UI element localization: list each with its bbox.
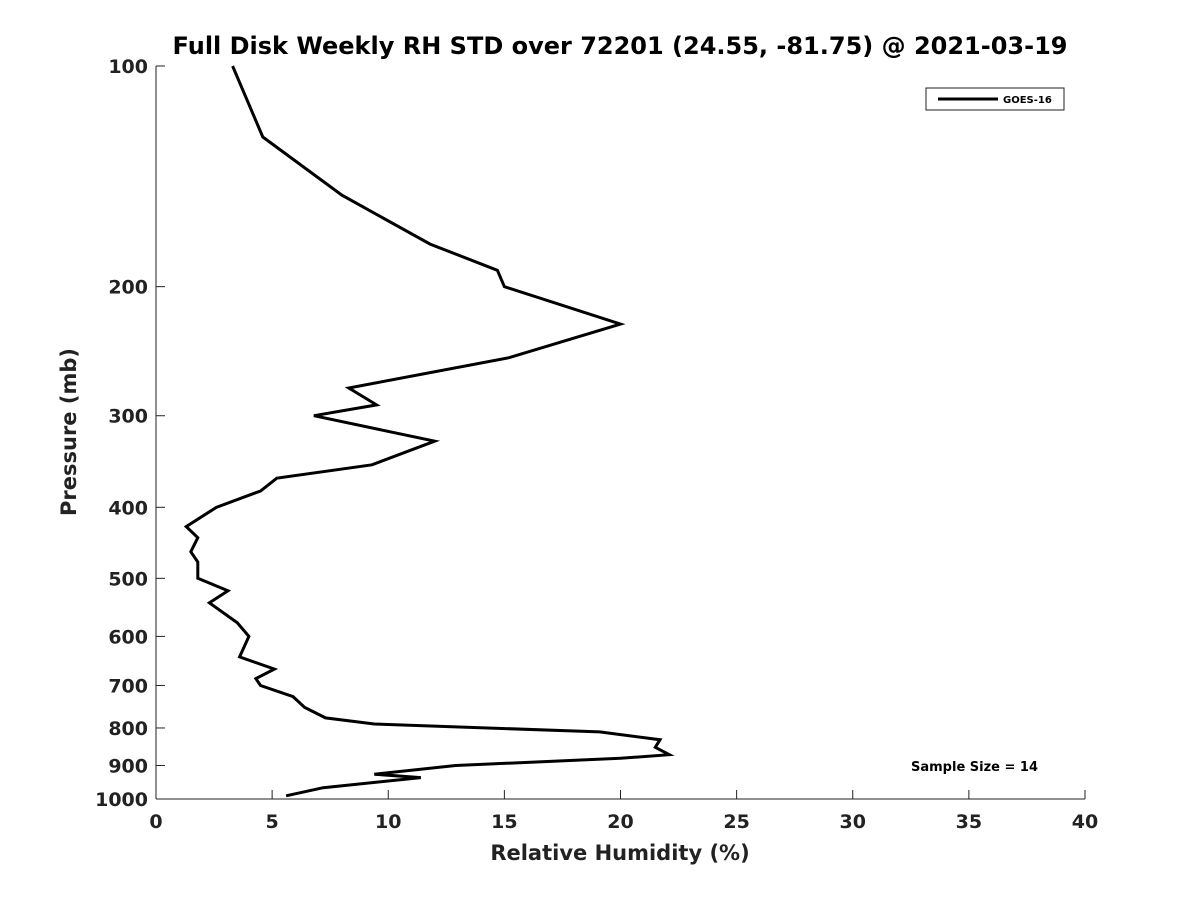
chart-title: Full Disk Weekly RH STD over 72201 (24.5… [173,32,1068,60]
y-ticks: 100 200 300 400 500 600 700 800 900 1000 [95,56,165,811]
y-tick-label: 900 [108,755,148,777]
y-tick-label: 800 [108,718,148,740]
y-tick-label: 300 [108,406,148,428]
series-group [183,65,675,798]
y-tick-label: 500 [108,568,148,590]
x-tick-label: 30 [840,811,866,833]
series-line-goes-16 [183,65,675,798]
x-tick-label: 35 [956,811,982,833]
y-tick-label: 200 [108,277,148,299]
y-tick-label: 400 [108,497,148,519]
x-tick-label: 0 [149,811,162,833]
y-tick-label: 700 [108,675,148,697]
legend: GOES-16 [925,87,1065,111]
x-axis-label: Relative Humidity (%) [490,841,749,865]
x-tick-label: 5 [266,811,279,833]
legend-label-goes-16: GOES-16 [1003,95,1052,106]
sample-size-annotation: Sample Size = 14 [911,760,1038,775]
x-tick-label: 10 [375,811,401,833]
y-tick-label: 600 [108,626,148,648]
x-tick-label: 15 [491,811,517,833]
y-tick-label: 100 [108,56,148,78]
x-tick-label: 25 [723,811,749,833]
y-tick-label: 1000 [95,789,148,811]
x-tick-label: 40 [1072,811,1098,833]
x-tick-label: 20 [607,811,633,833]
y-axis-label: Pressure (mb) [57,348,81,516]
x-ticks: 0 5 10 15 20 25 30 35 40 [149,790,1098,833]
